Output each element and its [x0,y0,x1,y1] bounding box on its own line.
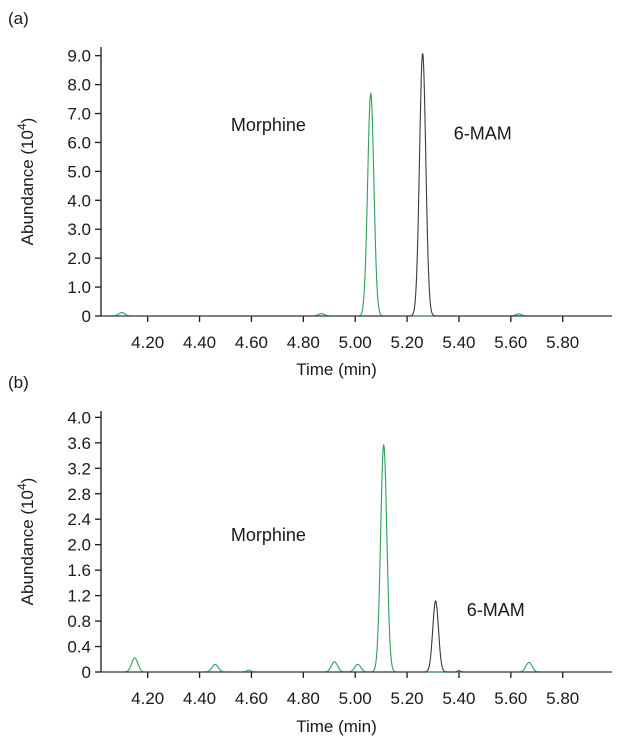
chromatogram-trace-green [101,444,612,673]
y-tick-label: 4.0 [67,408,91,427]
y-axis-label-exponent: 4 [15,483,29,490]
y-tick-label: 1.0 [67,278,91,297]
x-tick-label: 4.60 [235,689,268,708]
y-tick-label: 4.0 [67,191,91,210]
x-tick-label: 5.60 [494,689,527,708]
y-tick-label: 0.4 [67,638,91,657]
panel-label: (b) [8,373,29,392]
x-tick-label: 5.20 [391,689,424,708]
y-tick-label: 5.0 [67,162,91,181]
y-tick-label: 2.8 [67,485,91,504]
panel-b: (b) 0 0.4 0.8 1.2 1.6 2.0 2.4 2.8 3.2 3.6 4.0 4.20 4.… [8,373,612,736]
y-tick-label: 7.0 [67,105,91,124]
x-tick-label: 4.40 [183,689,216,708]
chromatogram-trace-green [101,92,612,317]
x-tick-label: 5.80 [546,689,579,708]
x-tick-label: 4.20 [131,333,164,352]
y-tick-label: 0 [82,663,91,682]
y-axis-label-text: Abundance (10 [18,130,37,245]
peak-annotation-6-mam: 6-MAM [467,600,525,620]
y-axis-label-close: ) [18,478,37,484]
x-tick-label: 4.60 [235,333,268,352]
peak-annotation-morphine: Morphine [231,115,306,135]
x-axis-label: Time (min) [296,360,377,379]
y-axis-label-close: ) [18,118,37,124]
x-tick-label: 5.00 [339,333,372,352]
panel-a: (a) 0 1.0 2.0 3.0 4.0 5.0 6.0 7.0 8.0 9.0 4.20 4.40 4… [8,9,612,379]
x-tick-label: 4.20 [131,689,164,708]
peak-annotation-6-mam: 6-MAM [454,124,512,144]
y-tick-label: 1.6 [67,561,91,580]
x-tick-label: 5.40 [442,689,475,708]
y-tick-label: 3.2 [67,459,91,478]
y-tick-label: 0 [82,307,91,326]
y-axis-label: Abundance (104) [15,478,37,606]
x-tick-label: 4.40 [183,333,216,352]
y-tick-label: 2.0 [67,536,91,555]
x-tick-label: 5.20 [391,333,424,352]
y-tick-label: 3.6 [67,434,91,453]
chromatogram-trace-black [101,53,612,317]
y-tick-label: 0.8 [67,612,91,631]
x-tick-label: 4.80 [287,333,320,352]
x-tick-label: 5.80 [546,333,579,352]
y-tick-label: 2.0 [67,249,91,268]
x-tick-label: 5.00 [339,689,372,708]
y-tick-label: 6.0 [67,133,91,152]
y-axis-label-text: Abundance (10 [18,490,37,605]
y-tick-label: 1.2 [67,587,91,606]
y-tick-label: 8.0 [67,76,91,95]
y-tick-label: 2.4 [67,510,91,529]
x-tick-label: 5.40 [442,333,475,352]
x-tick-label: 4.80 [287,689,320,708]
x-tick-label: 5.60 [494,333,527,352]
y-tick-label: 3.0 [67,220,91,239]
panel-label: (a) [8,9,29,28]
y-axis-label: Abundance (104) [15,118,37,246]
y-axis-label-exponent: 4 [15,123,29,130]
chromatogram-trace-black [101,600,612,673]
y-tick-label: 9.0 [67,47,91,66]
peak-annotation-morphine: Morphine [231,525,306,545]
x-axis-label: Time (min) [296,717,377,736]
